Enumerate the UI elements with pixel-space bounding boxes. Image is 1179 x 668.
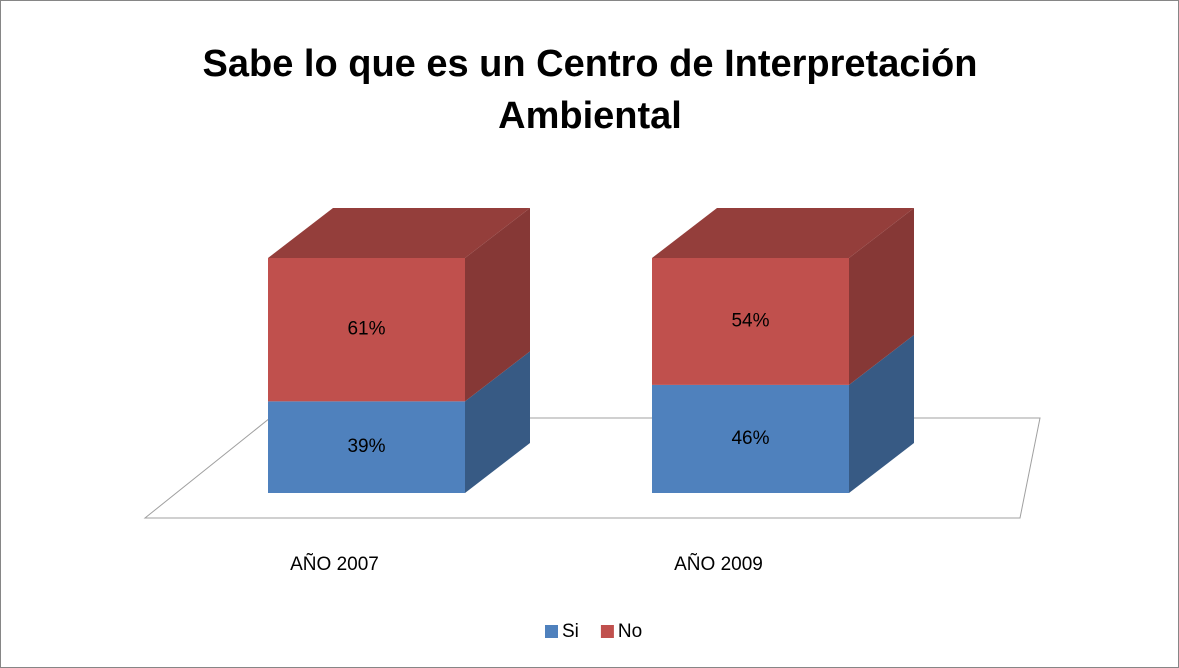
legend-label: No (618, 621, 642, 642)
bar (268, 401, 465, 493)
chart-title: Sabe lo que es un Centro de Interpretaci… (202, 43, 978, 137)
data-label: 61% (347, 319, 385, 340)
x-tick-label: AÑO 2007 (290, 553, 379, 575)
legend-swatch (545, 625, 558, 638)
bar-side (849, 334, 914, 493)
bar-top (652, 208, 914, 258)
data-label: 46% (731, 428, 769, 449)
bar-side (465, 208, 530, 402)
bar-side (465, 351, 530, 493)
legend-label: Si (562, 621, 579, 642)
data-label: 39% (347, 436, 385, 457)
data-label: 54% (731, 310, 769, 331)
bar (652, 384, 849, 493)
bar (268, 258, 465, 402)
bar (652, 258, 849, 385)
bar-side (849, 208, 914, 385)
x-tick-label: AÑO 2009 (674, 553, 763, 575)
bar-top (268, 208, 530, 258)
legend-swatch (600, 625, 614, 638)
